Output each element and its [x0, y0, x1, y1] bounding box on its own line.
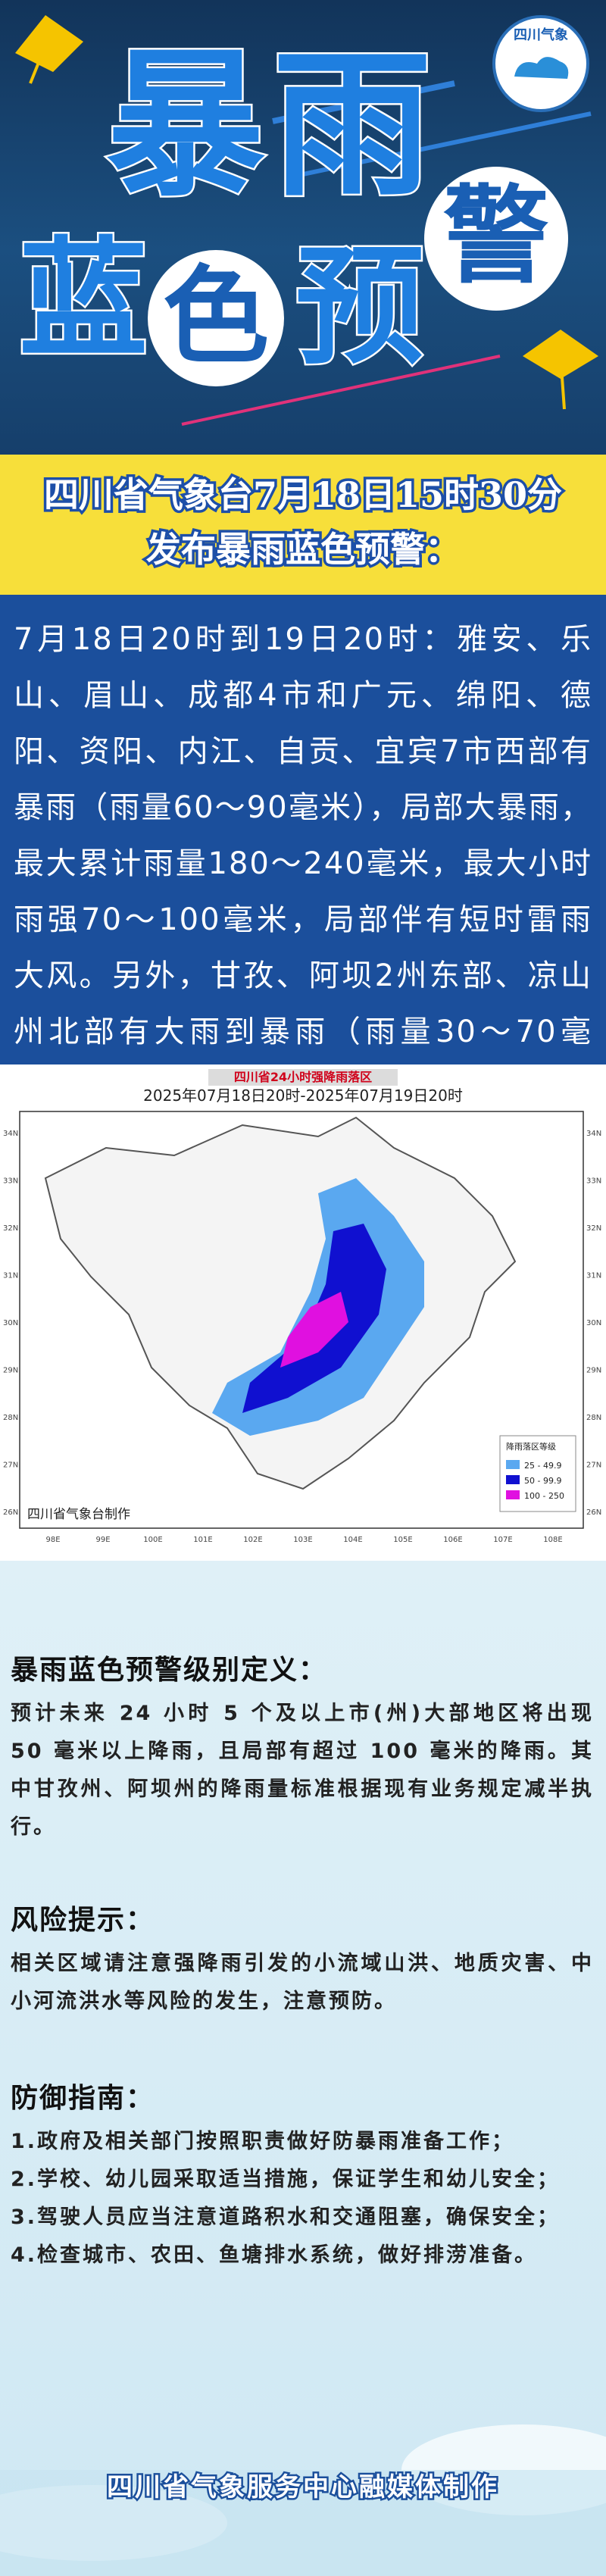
section-heading: 防御指南： [11, 2083, 155, 2114]
title-char: 预 [293, 231, 426, 383]
cloud-decor [0, 2424, 606, 2576]
lower-block: 暴雨蓝色预警级别定义： 预计未来 24 小时 5 个及以上市(州)大部地区将出现 … [0, 1561, 606, 2576]
legend-swatch [506, 1490, 520, 1499]
lat-label: 31N [586, 1272, 601, 1280]
lon-label: 105E [393, 1536, 412, 1544]
title-circle: 色 [148, 250, 284, 386]
section-text: 2.学校、幼儿园采取适当措施，保证学生和幼儿安全； [11, 2168, 561, 2191]
legend-swatch [506, 1475, 520, 1484]
legend-label: 25 - 49.9 [524, 1461, 561, 1471]
lat-label: 29N [3, 1367, 18, 1375]
section-text: 4.检查城市、农田、鱼塘排水系统，做好排涝准备。 [11, 2243, 538, 2267]
lat-label: 32N [586, 1224, 601, 1233]
title-char: 色 [162, 255, 269, 379]
section-text: 3.驾驶人员应当注意道路积水和交通阻塞，确保安全； [11, 2206, 561, 2229]
map-title-bg [208, 1069, 398, 1086]
section: 风险提示： 相关区域请注意强降雨引发的小流域山洪、地质灾害、中小河流洪水等风险的发… [11, 1898, 594, 2021]
legend: 25 - 49.9 50 - 99.9 100 - 250 [506, 1460, 564, 1501]
section: 防御指南： 1.政府及相关部门按照职责做好防暴雨准备工作； 2.学校、幼儿园采取适当… [11, 2076, 594, 2274]
title-char: 警 [442, 174, 549, 299]
lat-label: 27N [586, 1462, 601, 1470]
section-text: 1.政府及相关部门按照职责做好防暴雨准备工作； [11, 2130, 515, 2153]
lat-label: 29N [586, 1367, 601, 1375]
lon-label: 107E [493, 1536, 512, 1544]
legend-label: 100 - 250 [524, 1491, 564, 1501]
legend-label: 50 - 99.9 [524, 1476, 561, 1486]
lon-label: 99E [95, 1536, 110, 1544]
lon-label: 100E [143, 1536, 162, 1544]
section-text: 预计未来 24 小时 5 个及以上市(州)大部地区将出现 50 毫米以上降雨，且… [11, 1702, 594, 1839]
banner-line: 四川省气象台7月18日15时30分 [41, 474, 564, 515]
map-subtitle: 2025年07月18日20时-2025年07月19日20时 [143, 1086, 463, 1105]
lon-label: 106E [443, 1536, 462, 1544]
title-char: 雨 [270, 31, 433, 218]
lon-label: 98E [45, 1536, 60, 1544]
lat-label: 34N [3, 1130, 18, 1138]
lon-label: 102E [243, 1536, 262, 1544]
lat-label: 26N [3, 1508, 18, 1517]
rain-area-100 [280, 1292, 348, 1368]
section-heading: 暴雨蓝色预警级别定义： [11, 1655, 328, 1686]
map-title: 四川省24小时强降雨落区 [234, 1070, 372, 1084]
banner-line: 发布暴雨蓝色预警： [144, 529, 463, 570]
map-credit: 四川省气象台制作 [27, 1507, 130, 1522]
lat-label: 28N [586, 1414, 601, 1422]
lat-label: 32N [3, 1224, 18, 1233]
lon-label: 103E [293, 1536, 312, 1544]
credit-bg [24, 1504, 130, 1524]
lat-label: 33N [3, 1177, 18, 1186]
axes: 34N 34N 33N 33N 32N 32N 31N 31N 30N 30N 29N 29N 28N 2… [3, 1130, 601, 1544]
section-text: 相关区域请注意强降雨引发的小流域山洪、地质灾害、中小河流洪水等风险的发生，注意预… [11, 1952, 594, 2013]
lat-label: 30N [3, 1319, 18, 1327]
lat-label: 26N [586, 1508, 601, 1517]
section: 暴雨蓝色预警级别定义： 预计未来 24 小时 5 个及以上市(州)大部地区将出现 … [11, 1648, 594, 1846]
title-char: 蓝 [17, 224, 149, 375]
header: 四川气象 暴 雨 蓝 色 预 警 [0, 0, 606, 455]
title-circle: 警 [424, 167, 568, 311]
lon-label: 108E [543, 1536, 562, 1544]
lat-label: 31N [3, 1272, 18, 1280]
map: 四川省24小时强降雨落区 2025年07月18日20时-2025年07月19日2… [3, 1069, 601, 1544]
lon-label: 101E [193, 1536, 212, 1544]
logo: 四川气象 [492, 15, 589, 112]
lat-label: 34N [586, 1130, 601, 1138]
banner: 四川省气象台7月18日15时30分 发布暴雨蓝色预警： [0, 455, 606, 595]
legend-title: 降雨落区等级 [506, 1441, 556, 1452]
legend-swatch [506, 1460, 520, 1469]
lon-label: 104E [343, 1536, 362, 1544]
forecast-text: 7月18日20时到19日20时：雅安、乐山、眉山、成都4市和广元、绵阳、德阳、资… [14, 622, 592, 1105]
forecast-block: 7月18日20时到19日20时：雅安、乐山、眉山、成都4市和广元、绵阳、德阳、资… [0, 595, 606, 1105]
section-heading: 风险提示： [11, 1905, 155, 1936]
lat-label: 27N [3, 1462, 18, 1470]
footer: 四川省气象服务中心融媒体制作 [105, 2471, 499, 2505]
lat-label: 30N [586, 1319, 601, 1327]
logo-icon [514, 57, 569, 79]
lat-label: 28N [3, 1414, 18, 1422]
lat-label: 33N [586, 1177, 601, 1186]
title-char: 暴 [104, 31, 267, 218]
header-decor [15, 15, 598, 426]
map-panel: 四川省24小时强降雨落区 2025年07月18日20时-2025年07月19日2… [0, 1064, 606, 1561]
province-outline [44, 1116, 517, 1490]
